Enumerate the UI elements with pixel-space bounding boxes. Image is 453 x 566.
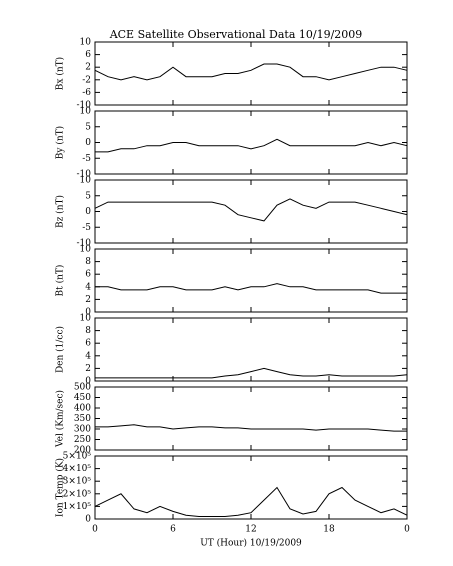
y-axis-label: Den (1/cc) (55, 326, 66, 373)
y-axis-label: By (nT) (55, 126, 66, 159)
y-tick-label: 200 (74, 446, 91, 456)
y-tick-label: 5 (85, 191, 91, 201)
y-tick-label: -10 (77, 170, 92, 180)
y-tick-label: 250 (74, 435, 91, 445)
y-tick-label: 450 (74, 393, 91, 403)
y-tick-label: -10 (77, 101, 92, 111)
x-tick-label: 12 (245, 525, 256, 535)
y-axis-label: Vel (Km/sec) (55, 390, 66, 448)
y-tick-label: 4×10⁵ (63, 464, 92, 474)
x-tick-label: 0 (404, 525, 410, 535)
y-tick-label: -5 (82, 154, 91, 164)
data-line (95, 367, 408, 379)
data-line (95, 424, 407, 432)
chart-title: ACE Satellite Observational Data 10/19/2… (109, 28, 363, 41)
y-tick-label: 2 (85, 63, 91, 73)
y-tick-label: 8 (85, 257, 91, 267)
y-tick-label: 300 (74, 425, 91, 435)
panel-frame (94, 248, 408, 313)
x-axis-label: UT (Hour) 10/19/2009 (200, 538, 302, 549)
y-tick-label: 6 (85, 339, 91, 349)
panel-frame (94, 179, 408, 244)
y-tick-label: 5×10⁵ (63, 452, 92, 462)
y-tick-label: 350 (74, 414, 91, 424)
y-tick-label: 6 (85, 270, 91, 280)
y-tick-label: 10 (80, 245, 92, 255)
y-tick-label: 2×10⁵ (63, 489, 92, 499)
y-tick-label: 10 (80, 176, 92, 186)
x-tick-label: 18 (323, 525, 335, 535)
y-tick-label: -10 (77, 239, 92, 249)
y-tick-label: -2 (82, 75, 91, 85)
y-tick-label: 400 (74, 404, 91, 414)
data-line (95, 138, 408, 153)
y-tick-label: -5 (82, 223, 91, 233)
data-line (95, 283, 407, 294)
y-tick-label: 500 (74, 383, 91, 393)
y-tick-label: 1×10⁵ (63, 502, 92, 512)
data-line (94, 486, 408, 517)
y-tick-label: 3×10⁵ (63, 477, 92, 487)
y-tick-label: 0 (85, 515, 91, 525)
panel-frame (94, 386, 408, 451)
y-tick-label: 4 (85, 351, 91, 361)
y-tick-label: -6 (82, 88, 91, 98)
y-axis-label: Bt (nT) (55, 265, 66, 297)
panel-frame (94, 41, 408, 106)
y-tick-label: 5 (85, 122, 91, 132)
x-tick-label: 6 (170, 525, 176, 535)
data-line (94, 63, 408, 81)
y-tick-label: 10 (80, 107, 92, 117)
y-tick-label: 10 (80, 314, 92, 324)
y-tick-label: 0 (85, 308, 91, 318)
y-tick-label: 6 (85, 50, 91, 60)
y-tick-label: 2 (85, 364, 91, 374)
data-line (94, 198, 408, 222)
y-axis-label: Bz (nT) (55, 195, 66, 228)
y-tick-label: 0 (85, 207, 91, 217)
y-axis-label: Bx (nT) (55, 57, 66, 90)
y-tick-label: 0 (85, 138, 91, 148)
y-axis-label: Ion Temp (K) (55, 458, 66, 517)
y-tick-label: 0 (85, 377, 91, 387)
panel-frame (94, 110, 408, 175)
y-tick-label: 10 (80, 38, 92, 48)
y-tick-label: 4 (85, 282, 91, 292)
x-tick-label: 0 (92, 525, 98, 535)
y-tick-label: 8 (85, 326, 91, 336)
y-tick-label: 2 (85, 295, 91, 305)
panel-frame (94, 455, 408, 520)
